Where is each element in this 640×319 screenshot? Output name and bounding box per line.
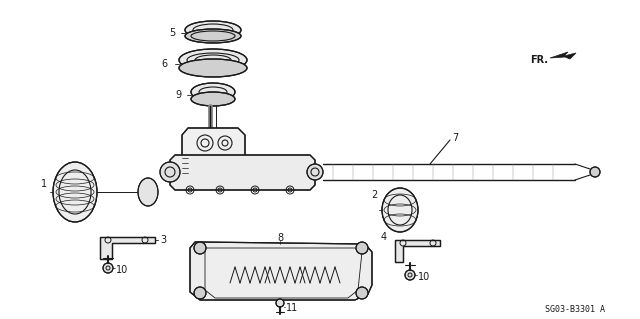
Circle shape [276,299,284,307]
Polygon shape [395,240,440,262]
Text: 2: 2 [372,190,378,200]
Ellipse shape [191,83,235,101]
Ellipse shape [185,21,241,39]
Circle shape [194,287,206,299]
Text: 10: 10 [418,272,430,282]
Polygon shape [100,237,155,259]
Polygon shape [550,52,576,59]
Circle shape [160,162,180,182]
Text: SG03-B3301 A: SG03-B3301 A [545,306,605,315]
Ellipse shape [53,162,97,222]
Circle shape [405,270,415,280]
Circle shape [356,287,368,299]
Ellipse shape [179,59,247,77]
Circle shape [307,164,323,180]
Circle shape [103,263,113,273]
Ellipse shape [191,92,235,106]
Ellipse shape [179,49,247,71]
Text: 8: 8 [277,233,283,243]
Polygon shape [190,242,372,300]
Circle shape [356,242,368,254]
Circle shape [194,242,206,254]
Ellipse shape [382,188,418,232]
Ellipse shape [138,178,158,206]
Text: 1: 1 [41,179,47,189]
Text: FR.: FR. [530,55,548,65]
Text: 10: 10 [116,265,128,275]
Text: 11: 11 [286,303,298,313]
Text: 9: 9 [175,90,181,100]
Text: 6: 6 [162,59,168,69]
Circle shape [590,167,600,177]
Polygon shape [182,128,245,162]
Polygon shape [170,155,315,190]
Text: 4: 4 [381,232,387,242]
Text: 3: 3 [160,235,166,245]
Text: 7: 7 [452,133,458,143]
Ellipse shape [185,29,241,43]
Text: 5: 5 [169,28,175,38]
